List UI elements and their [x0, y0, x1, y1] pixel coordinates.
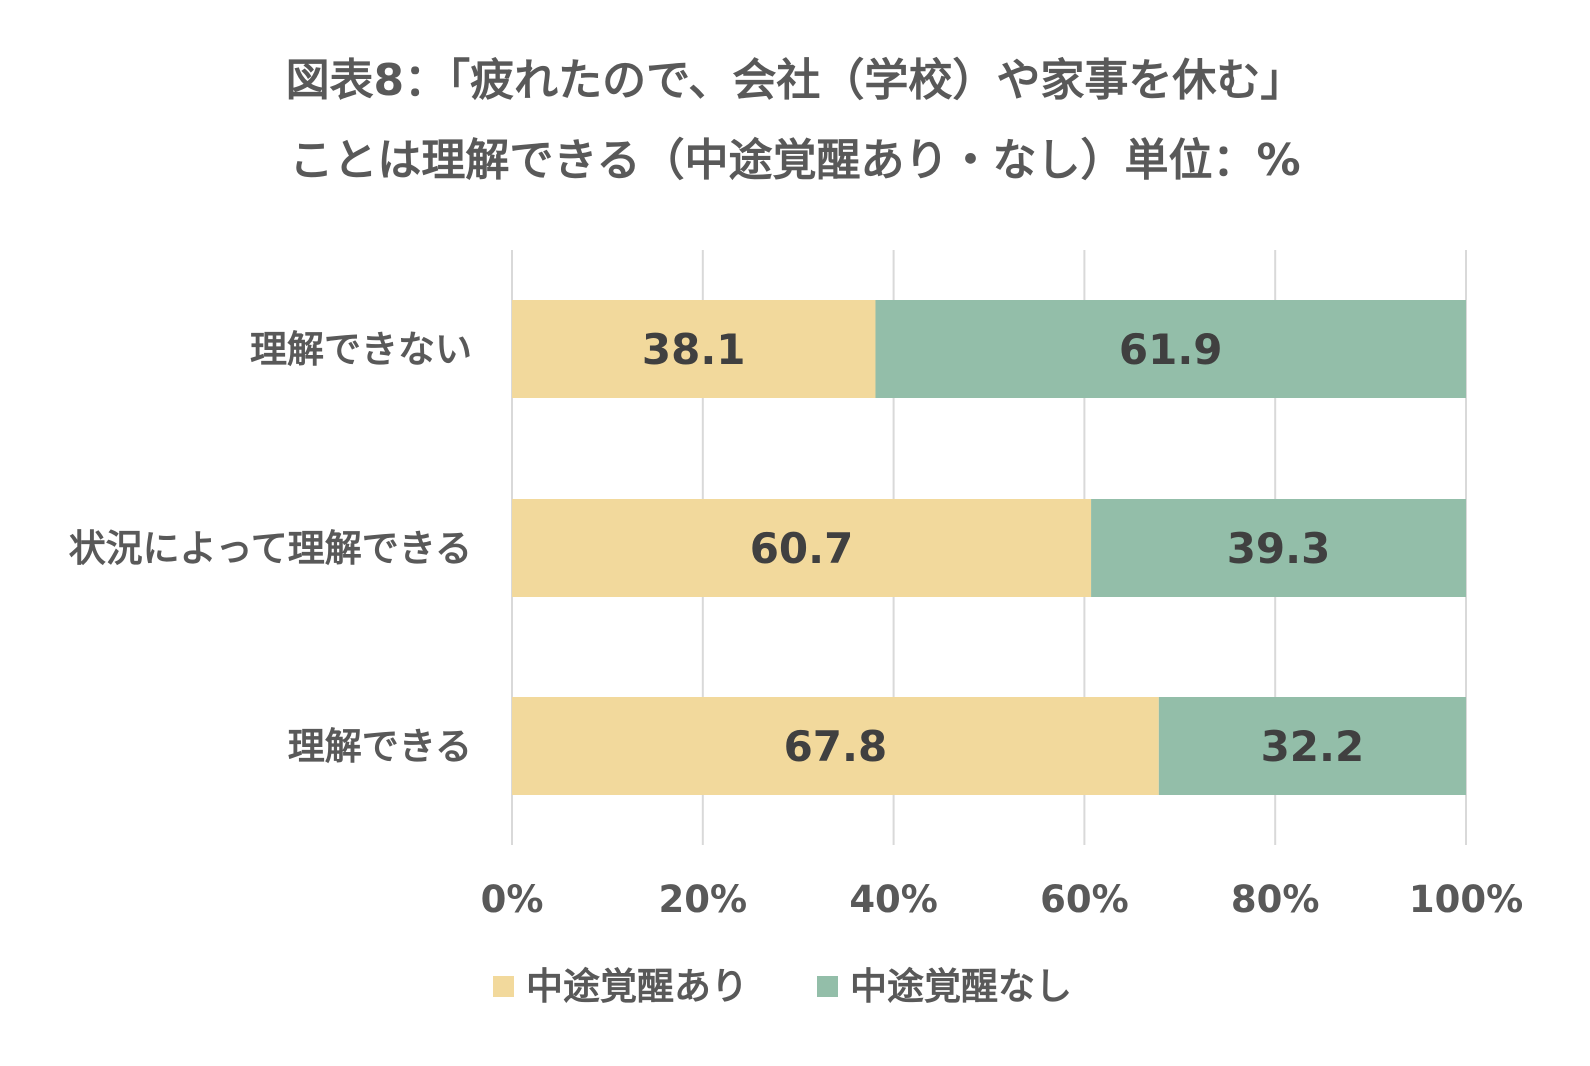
data-label: 61.9: [1119, 325, 1223, 374]
x-tick-label: 100%: [1409, 878, 1523, 921]
bar-segment: [1158, 697, 1466, 795]
bar-segment: [512, 697, 1159, 795]
legend-swatch: [493, 976, 514, 997]
data-label: 39.3: [1227, 524, 1331, 573]
chart-title-line-2: ことは理解できる（中途覚醒あり・なし）単位：%: [289, 135, 1301, 186]
x-tick-label: 40%: [849, 878, 938, 921]
category-label: 状況によって理解できる: [69, 527, 472, 570]
data-label: 67.8: [784, 722, 888, 771]
legend-label: 中途覚醒なし: [850, 965, 1072, 1008]
category-label: 理解できる: [288, 725, 472, 768]
bar-segment: [512, 300, 876, 398]
x-tick-label: 20%: [659, 878, 748, 921]
x-tick-label: 0%: [481, 878, 544, 921]
legend-swatch: [817, 976, 838, 997]
legend: 中途覚醒あり 中途覚醒なし: [493, 965, 1072, 1008]
data-label: 38.1: [642, 325, 746, 374]
category-label: 理解できない: [250, 328, 472, 371]
data-label: 60.7: [750, 524, 854, 573]
data-label: 32.2: [1261, 722, 1365, 771]
bars: [512, 300, 1466, 795]
data-labels: 38.1 61.9 60.7 39.3 67.8 32.2: [642, 325, 1364, 771]
x-tick-label: 60%: [1040, 878, 1129, 921]
bar-segment: [1091, 499, 1466, 597]
bar-segment: [875, 300, 1466, 398]
x-tick-label: 80%: [1231, 878, 1320, 921]
legend-label: 中途覚醒あり: [526, 965, 748, 1008]
bar-segment: [512, 499, 1092, 597]
chart-title-line-1: 図表8：「疲れたので、会社（学校）や家事を休む」: [285, 55, 1305, 106]
